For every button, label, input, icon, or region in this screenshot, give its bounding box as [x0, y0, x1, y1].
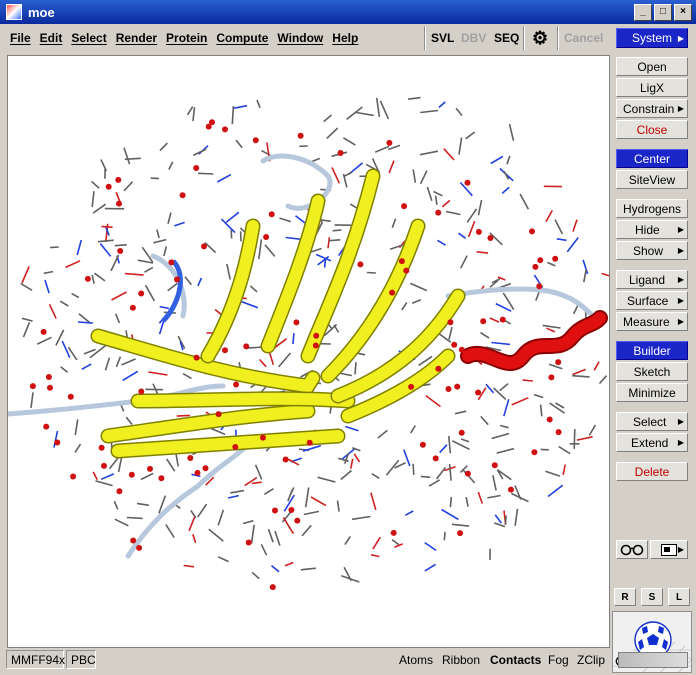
show-button[interactable]: Show ▶: [616, 241, 688, 260]
rsl-l-button[interactable]: L: [668, 588, 690, 606]
menu-select[interactable]: Select: [71, 31, 107, 45]
title-bar: moe _ □ ×: [0, 0, 696, 24]
forcefield-field[interactable]: MMFF94x: [6, 650, 65, 669]
beta-sheet-strand: [322, 220, 424, 382]
beta-sheet-strand: [202, 220, 259, 362]
builder-button[interactable]: Builder: [616, 341, 688, 360]
chevron-right-icon: ▶: [677, 317, 684, 326]
hide-button[interactable]: Hide ▶: [616, 220, 688, 239]
fog-toggle[interactable]: Fog: [548, 652, 569, 667]
protein-structure: [8, 96, 609, 591]
right-panel: System ▶ Open LigX Constrain ▶ Close Cente…: [612, 24, 696, 675]
coil-segment: [125, 433, 261, 559]
menu-help[interactable]: Help: [332, 31, 359, 45]
menu-bar: File Edit Select Render Protein Compute …: [0, 24, 612, 52]
beta-sheet-strand: [132, 392, 354, 407]
menu-compute[interactable]: Compute: [216, 31, 269, 45]
delete-button[interactable]: Delete: [616, 462, 688, 481]
beta-sheet-strand: [332, 290, 464, 402]
constrain-button[interactable]: Constrain ▶: [616, 99, 688, 118]
svl-button[interactable]: SVL: [431, 31, 455, 45]
gear-icon[interactable]: ⚙: [532, 27, 549, 48]
measure-button[interactable]: Measure ▶: [616, 312, 688, 331]
chevron-right-icon: ▶: [677, 438, 684, 447]
progress-indicator: [618, 652, 688, 668]
coil-segment: [161, 259, 183, 323]
coil-segment: [445, 286, 601, 324]
moe-app-icon: [6, 4, 22, 20]
close-icon[interactable]: ×: [674, 4, 692, 21]
ligx-button[interactable]: LigX: [616, 78, 688, 97]
status-bar: MMFF94x PBC Atoms Ribbon Contacts Fog ZC…: [0, 648, 688, 672]
ligand-button[interactable]: Ligand ▶: [616, 270, 688, 289]
beta-sheet-strand: [102, 405, 314, 442]
contacts-toggle[interactable]: Contacts: [490, 652, 542, 667]
menu-protein[interactable]: Protein: [166, 31, 208, 45]
chevron-right-icon: ▶: [677, 296, 684, 305]
siteview-button[interactable]: SiteView: [616, 170, 688, 189]
stereo-glasses-icon[interactable]: [616, 540, 648, 559]
dbv-button[interactable]: DBV: [461, 31, 487, 45]
system-button[interactable]: System ▶: [616, 28, 688, 48]
select-button[interactable]: Select ▶: [616, 412, 688, 431]
minimize-icon[interactable]: _: [634, 4, 652, 21]
beta-sheet-strand: [262, 195, 324, 352]
chevron-right-icon: ▶: [677, 246, 684, 255]
water-molecules: [29, 119, 562, 591]
open-button[interactable]: Open: [616, 57, 688, 76]
orientation-widget[interactable]: ⟳: [612, 611, 692, 673]
chevron-right-icon: ▶: [677, 545, 684, 554]
menu-window[interactable]: Window: [277, 31, 324, 45]
zclip-toggle[interactable]: ZClip: [577, 652, 606, 667]
chevron-right-icon: ▶: [677, 275, 684, 284]
sketch-button[interactable]: Sketch: [616, 362, 688, 381]
extend-button[interactable]: Extend ▶: [616, 433, 688, 452]
surface-button[interactable]: Surface ▶: [616, 291, 688, 310]
close-button[interactable]: Close: [616, 120, 688, 139]
molecule-viewport[interactable]: [7, 55, 610, 648]
beta-sheet-strand: [92, 330, 319, 393]
chevron-right-icon: ▶: [677, 33, 684, 43]
menu-render[interactable]: Render: [115, 31, 158, 45]
chevron-right-icon: ▶: [677, 225, 684, 234]
seq-button[interactable]: SEQ: [494, 31, 520, 45]
chevron-right-icon: ▶: [677, 104, 684, 113]
window-title: moe: [28, 4, 55, 20]
coil-segment: [260, 153, 333, 211]
alpha-helix: [462, 312, 606, 369]
minimize-button[interactable]: Minimize: [616, 383, 688, 402]
chevron-right-icon: ▶: [677, 417, 684, 426]
maximize-icon[interactable]: □: [654, 4, 672, 21]
rsl-s-button[interactable]: S: [641, 588, 663, 606]
pbc-field[interactable]: PBC: [66, 650, 96, 669]
beta-sheet-strand: [112, 430, 344, 457]
center-button[interactable]: Center: [616, 149, 688, 168]
display-options-icon[interactable]: ▶: [650, 540, 688, 559]
atoms-toggle[interactable]: Atoms: [399, 652, 434, 667]
rsl-r-button[interactable]: R: [614, 588, 636, 606]
menu-file[interactable]: File: [10, 31, 31, 45]
menu-edit[interactable]: Edit: [39, 31, 63, 45]
cancel-button[interactable]: Cancel: [564, 31, 604, 45]
hydrogens-button[interactable]: Hydrogens: [616, 199, 688, 218]
ribbon-toggle[interactable]: Ribbon: [442, 652, 481, 667]
